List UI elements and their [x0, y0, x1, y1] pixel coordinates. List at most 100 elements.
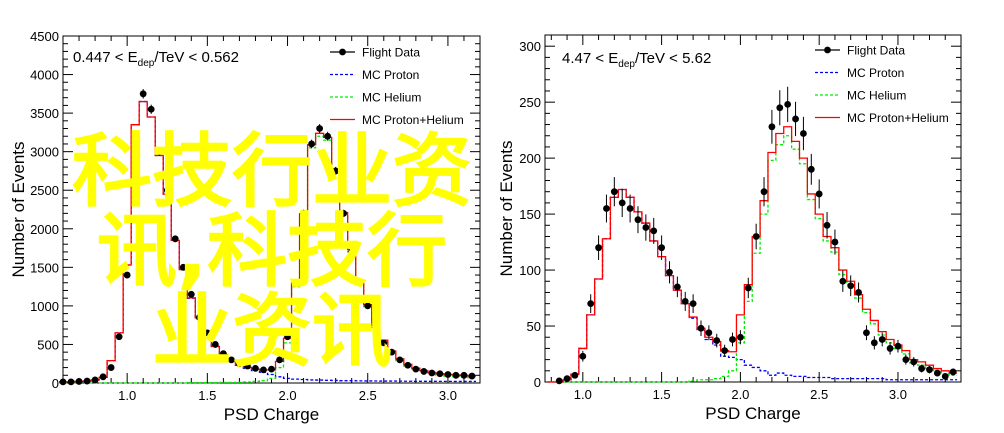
flight-data-point: [626, 194, 634, 223]
data-marker: [736, 333, 744, 341]
data-marker: [211, 341, 219, 348]
data-marker: [59, 378, 67, 386]
x-axis-title: PSD Charge: [705, 404, 800, 423]
flight-data-point: [99, 373, 107, 381]
y-tick-label: 2000: [30, 222, 59, 237]
flight-data-point: [878, 332, 886, 347]
flight-data-point: [404, 361, 412, 369]
data-marker: [823, 221, 831, 229]
flight-data-point: [436, 370, 444, 378]
x-tick-label: 3.0: [439, 388, 457, 403]
x-tick-label: 2.5: [359, 388, 377, 403]
flight-data-point: [195, 314, 203, 321]
data-marker: [260, 366, 267, 374]
flight-data-point: [666, 261, 673, 284]
data-marker: [203, 329, 211, 337]
data-marker: [603, 205, 610, 212]
data-marker: [713, 337, 721, 344]
data-marker: [300, 209, 307, 217]
data-marker: [163, 186, 171, 194]
y-tick-label: 3000: [30, 145, 59, 160]
flight-data-point: [807, 153, 815, 185]
data-marker: [75, 378, 83, 385]
flight-data-point: [356, 279, 364, 287]
plot-frame: [62, 35, 481, 384]
flight-data-point: [902, 354, 910, 365]
flight-data-point: [171, 235, 179, 243]
y-tick-label: 150: [519, 207, 541, 222]
flight-data-point: [839, 270, 847, 292]
panel-2: 1.0 1.5 2.0 2.5 3.0 0 50 100 150 200 250 300 PSD Cha…: [497, 34, 962, 423]
data-marker: [910, 358, 918, 366]
legend-item: MC Proton+Helium: [330, 113, 464, 127]
flight-data-point: [444, 371, 452, 378]
data-marker: [340, 209, 348, 217]
flight-data-point: [91, 376, 99, 384]
data-marker: [308, 140, 315, 148]
y-tick-label: 100: [519, 263, 541, 278]
flight-data-point: [894, 339, 902, 353]
flight-data-point: [236, 360, 243, 368]
legend-item: MC Proton+Helium: [815, 111, 949, 125]
flight-data-point: [244, 362, 251, 370]
data-marker: [949, 368, 957, 376]
data-marker: [67, 378, 75, 386]
flight-data-point: [744, 277, 752, 299]
data-marker: [228, 356, 235, 364]
flight-data-point: [316, 124, 324, 133]
panel-1: 1.0 1.5 2.0 2.5 3.0 0 500 1000 1500 2000 2500 3000 3…: [9, 29, 481, 424]
data-marker: [650, 227, 658, 235]
y-tick-label: 1500: [30, 260, 59, 275]
data-marker: [768, 123, 776, 131]
flight-data-point: [340, 209, 348, 217]
data-marker: [926, 366, 933, 374]
data-marker: [878, 336, 886, 343]
flight-data-point: [610, 177, 618, 207]
data-marker: [91, 376, 99, 384]
flight-data-point: [721, 344, 729, 357]
flight-data-point: [681, 291, 689, 311]
y-tick-label: 500: [37, 337, 59, 352]
flight-data-point: [792, 101, 799, 137]
data-marker: [658, 244, 666, 252]
flight-data-point: [59, 378, 67, 386]
x-tick-label: 2.0: [731, 387, 749, 402]
data-marker: [396, 356, 404, 364]
data-marker: [428, 369, 436, 377]
flight-data-point: [729, 332, 736, 347]
data-marker: [918, 365, 926, 372]
flight-data-point: [228, 356, 235, 364]
data-marker: [579, 352, 587, 360]
legend-label: MC Proton: [847, 66, 904, 80]
data-marker: [666, 268, 673, 276]
y-tick-label: 4500: [30, 29, 59, 44]
flight-data-point: [292, 279, 299, 287]
data-marker: [618, 199, 626, 207]
data-marker: [571, 371, 579, 379]
data-marker: [855, 289, 862, 296]
y-tick-label: 4000: [30, 68, 59, 83]
flight-data-point: [918, 364, 926, 373]
data-marker: [610, 188, 618, 196]
data-marker: [292, 279, 299, 287]
y-axis-title: Number of Events: [497, 140, 516, 276]
legend-item: Flight Data: [815, 44, 905, 58]
data-marker: [252, 364, 259, 372]
flight-data-point: [131, 131, 139, 141]
legend-label: MC Helium: [847, 89, 906, 103]
y-tick-label: 0: [534, 375, 541, 390]
flight-data-point: [618, 188, 626, 218]
legend: Flight Data MC Proton MC Helium MC Proton+H…: [815, 44, 949, 125]
y-tick-label: 3500: [30, 106, 59, 121]
data-marker: [460, 371, 468, 379]
data-marker: [404, 361, 412, 369]
legend-label: Flight Data: [847, 44, 905, 58]
flight-data-point: [348, 248, 356, 256]
data-marker: [219, 350, 227, 358]
label-subscript: dep: [618, 59, 635, 70]
legend: Flight Data MC Proton MC Helium MC Proton+H…: [330, 46, 464, 127]
x-tick-label: 1.0: [118, 388, 136, 403]
flight-data-point: [187, 290, 195, 298]
label-main: 4.47 < E: [562, 50, 618, 67]
flight-data-point: [760, 177, 768, 207]
